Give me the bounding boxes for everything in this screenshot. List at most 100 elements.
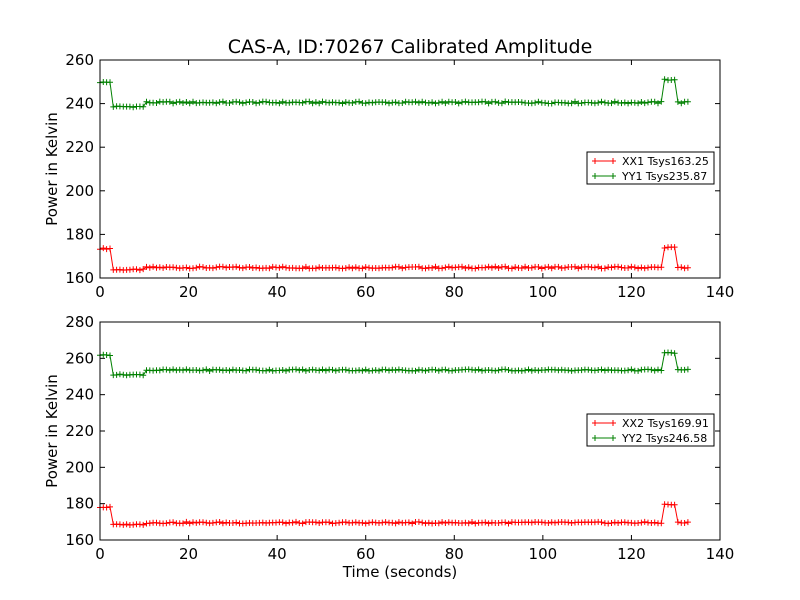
data-point — [492, 98, 499, 105]
data-point — [648, 366, 655, 373]
data-point — [206, 368, 213, 374]
data-point — [107, 79, 113, 86]
data-point — [386, 100, 392, 107]
data-point — [661, 76, 668, 83]
data-point — [555, 263, 562, 270]
data-point — [156, 264, 163, 271]
legend-entry: YY2 Tsys246.58 — [621, 432, 707, 445]
data-point — [302, 263, 309, 270]
data-point — [469, 366, 475, 373]
data-point — [389, 264, 396, 271]
data-point — [342, 99, 349, 106]
data-point — [123, 521, 130, 528]
data-point — [435, 520, 442, 527]
data-point — [651, 98, 658, 105]
data-point — [382, 366, 389, 373]
data-point — [475, 99, 482, 106]
data-point — [316, 520, 323, 526]
data-point — [223, 367, 230, 373]
data-point — [103, 246, 110, 253]
data-point — [116, 371, 123, 378]
data-point — [548, 265, 555, 272]
data-point — [585, 263, 592, 270]
data-point — [678, 100, 685, 107]
data-point — [422, 265, 429, 272]
data-point — [316, 100, 323, 107]
data-point — [309, 100, 316, 107]
data-point — [183, 99, 190, 105]
y-tick-label: 200 — [65, 458, 94, 476]
data-point — [126, 103, 133, 110]
data-point — [538, 265, 545, 272]
data-point — [425, 519, 432, 526]
data-point — [485, 100, 492, 107]
y-tick-label: 200 — [65, 182, 94, 200]
data-point — [263, 98, 270, 105]
data-point — [180, 100, 186, 106]
data-point — [532, 367, 539, 373]
data-point — [349, 265, 356, 272]
data-point — [166, 98, 173, 105]
data-point — [113, 371, 120, 378]
data-point — [635, 100, 642, 107]
x-tick-label: 120 — [617, 545, 646, 563]
data-point — [502, 98, 509, 105]
data-point — [442, 520, 449, 526]
data-point — [156, 367, 163, 374]
data-point — [674, 519, 681, 526]
data-point — [684, 366, 691, 373]
data-point — [462, 265, 469, 272]
data-point — [183, 518, 190, 525]
data-point — [356, 367, 363, 374]
plot-bottom: 0 20 40 60 80 100 120 140 160 180 200 220 240 260 280 P… — [43, 313, 734, 581]
data-point — [246, 264, 253, 270]
data-point — [302, 367, 309, 374]
data-point — [552, 366, 558, 373]
x-tick-label: 20 — [179, 283, 198, 301]
data-point — [316, 367, 323, 374]
x-tick-label: 80 — [445, 283, 464, 301]
data-point — [399, 100, 406, 106]
data-point — [502, 366, 509, 373]
data-point — [356, 98, 363, 105]
legend-marker — [592, 420, 598, 426]
data-point — [190, 98, 196, 105]
y-tick-label: 260 — [65, 51, 94, 69]
legend-marker — [610, 173, 616, 179]
data-point — [200, 264, 206, 271]
data-point — [512, 264, 519, 271]
figure-title: CAS-A, ID:70267 Calibrated Amplitude — [228, 36, 593, 58]
data-point — [173, 367, 180, 374]
data-point — [193, 264, 200, 271]
data-point — [253, 366, 260, 373]
x-tick-label: 140 — [706, 545, 735, 563]
data-point — [296, 367, 303, 374]
data-point — [562, 99, 568, 106]
data-point — [140, 372, 147, 379]
data-point — [658, 367, 665, 374]
data-point — [651, 519, 658, 526]
data-point — [432, 366, 439, 373]
data-point — [299, 366, 306, 373]
legend-marker — [610, 435, 616, 441]
data-point — [203, 519, 210, 526]
data-point — [439, 265, 446, 272]
data-point — [316, 264, 323, 271]
data-point — [655, 366, 661, 373]
data-point — [203, 366, 210, 373]
x-tick-label: 100 — [529, 545, 558, 563]
data-point — [163, 520, 170, 527]
data-point — [279, 263, 286, 270]
data-point — [651, 367, 658, 374]
data-point — [273, 99, 279, 106]
data-point — [239, 100, 246, 107]
data-point — [522, 367, 529, 374]
data-point — [542, 99, 549, 106]
data-point — [279, 519, 286, 526]
y-tick-label: 180 — [65, 495, 94, 513]
data-point — [412, 367, 419, 374]
data-point — [415, 518, 422, 525]
y-tick-label: 160 — [65, 531, 94, 549]
y-tick-label: 260 — [65, 349, 94, 367]
